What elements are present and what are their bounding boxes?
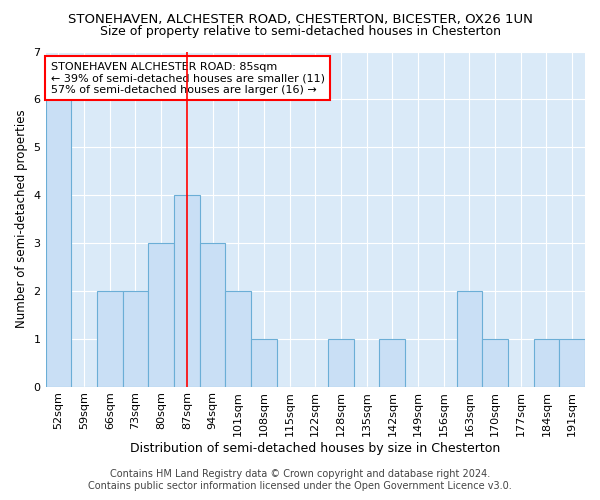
Text: STONEHAVEN ALCHESTER ROAD: 85sqm
← 39% of semi-detached houses are smaller (11)
: STONEHAVEN ALCHESTER ROAD: 85sqm ← 39% o…	[51, 62, 325, 95]
Bar	[174, 195, 200, 386]
Bar	[482, 338, 508, 386]
Bar	[46, 100, 71, 387]
Bar	[226, 291, 251, 386]
Bar	[328, 338, 354, 386]
Bar	[122, 291, 148, 386]
Bar	[457, 291, 482, 386]
Bar	[533, 338, 559, 386]
Bar	[97, 291, 122, 386]
Text: Contains HM Land Registry data © Crown copyright and database right 2024.
Contai: Contains HM Land Registry data © Crown c…	[88, 470, 512, 491]
Text: STONEHAVEN, ALCHESTER ROAD, CHESTERTON, BICESTER, OX26 1UN: STONEHAVEN, ALCHESTER ROAD, CHESTERTON, …	[68, 12, 532, 26]
Bar	[559, 338, 585, 386]
Bar	[148, 243, 174, 386]
X-axis label: Distribution of semi-detached houses by size in Chesterton: Distribution of semi-detached houses by …	[130, 442, 500, 455]
Bar	[200, 243, 226, 386]
Text: Size of property relative to semi-detached houses in Chesterton: Size of property relative to semi-detach…	[100, 25, 500, 38]
Bar	[251, 338, 277, 386]
Y-axis label: Number of semi-detached properties: Number of semi-detached properties	[15, 110, 28, 328]
Bar	[379, 338, 405, 386]
